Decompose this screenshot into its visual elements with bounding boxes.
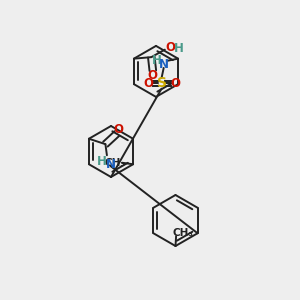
Text: O: O <box>148 69 158 82</box>
Text: O: O <box>170 77 180 90</box>
Text: O: O <box>165 41 175 54</box>
Text: O: O <box>143 77 153 90</box>
Text: CH₃: CH₃ <box>105 158 126 168</box>
Text: CH₃: CH₃ <box>172 227 193 238</box>
Text: H: H <box>152 54 162 67</box>
Text: H: H <box>173 42 183 55</box>
Text: N: N <box>159 58 169 70</box>
Text: N: N <box>106 158 116 171</box>
Text: S: S <box>157 76 166 90</box>
Text: O: O <box>113 123 123 136</box>
Text: H: H <box>97 155 106 168</box>
